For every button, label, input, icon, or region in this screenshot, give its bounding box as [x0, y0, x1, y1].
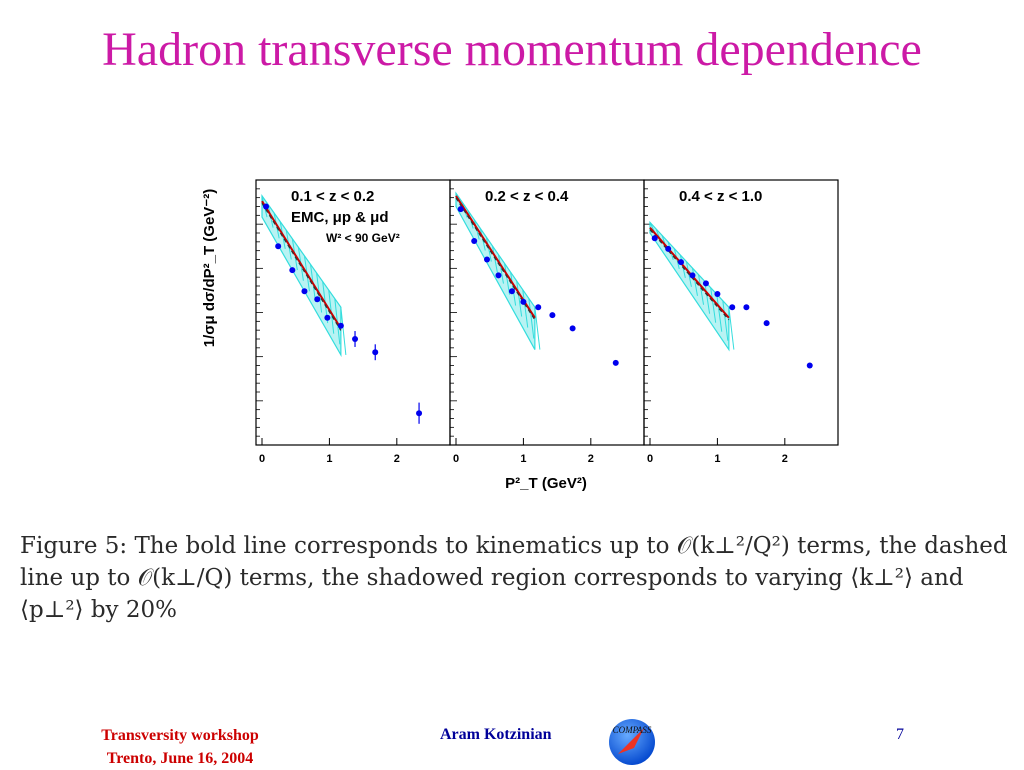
data-point — [508, 288, 515, 295]
data-point — [549, 312, 556, 319]
x-tick-label: 0 — [453, 453, 459, 465]
panel-frame — [449, 179, 645, 446]
logo-text: COMPASS — [613, 725, 652, 735]
data-point — [743, 304, 750, 311]
y-axis-label: 1/σμ dσ/dP²_T (GeV⁻²) — [201, 189, 218, 347]
data-point — [457, 206, 464, 213]
footer-event-name: Transversity workshop — [101, 727, 259, 744]
figure-panels: 1/σμ dσ/dP²_T (GeV⁻²) P²_T (GeV²) 0 1 2 0.1… — [201, 179, 839, 492]
x-tick-label: 0 — [259, 453, 265, 465]
data-point — [324, 314, 331, 321]
band-hatch — [716, 294, 723, 332]
x-tick-label: 1 — [520, 453, 526, 465]
x-axis-label: P²_T (GeV²) — [505, 475, 587, 492]
footer-event: Transversity workshop Trento, June 16, 2… — [60, 724, 300, 770]
panel-title: 0.2 < z < 0.4 — [485, 188, 569, 205]
dashed-line — [649, 229, 730, 321]
x-tick-label: 0 — [647, 453, 653, 465]
band-hatch — [728, 307, 735, 350]
band-hatch — [516, 280, 523, 317]
band-hatch — [710, 287, 717, 323]
uncertainty-band — [649, 220, 730, 352]
data-point — [495, 272, 502, 279]
x-tick-label: 1 — [714, 453, 720, 465]
band-hatch — [528, 298, 535, 339]
band-hatch — [698, 274, 705, 305]
data-point — [352, 336, 359, 342]
band-hatch — [704, 281, 711, 314]
figure-caption: Figure 5: The bold line corresponds to k… — [20, 530, 1016, 626]
data-point — [314, 296, 321, 303]
data-point — [702, 280, 709, 287]
x-tick-label: 2 — [394, 453, 400, 465]
data-point — [535, 304, 542, 311]
caption-line-3: ⟨p⊥²⟩ by 20% — [20, 597, 177, 623]
footer-event-date: Trento, June 16, 2004 — [106, 750, 254, 767]
data-point — [729, 304, 736, 311]
uncertainty-band — [455, 191, 536, 350]
panel-title: 0.4 < z < 1.0 — [679, 188, 762, 205]
band-hatch — [722, 300, 729, 341]
data-point — [484, 256, 491, 263]
data-point — [289, 267, 296, 274]
data-point — [301, 288, 308, 295]
bold-line — [455, 195, 536, 319]
band-hatch — [534, 307, 541, 350]
data-point — [665, 245, 672, 252]
caption-line-2: line up to 𝒪(k⊥/Q) terms, the shadowed r… — [20, 565, 964, 591]
slide-title: Hadron transverse momentum dependence — [102, 23, 922, 76]
panel-annotation: W² < 90 GeV² — [326, 231, 400, 245]
panel-frame — [643, 179, 839, 446]
data-point — [416, 410, 423, 417]
band-hatch — [497, 254, 504, 284]
data-point — [714, 290, 721, 297]
band-hatch — [485, 236, 492, 262]
data-point — [263, 203, 270, 210]
bold-line — [649, 227, 730, 319]
footer-author: Aram Kotzinian — [440, 726, 552, 743]
caption-line-1: Figure 5: The bold line corresponds to k… — [20, 533, 1008, 559]
page-number: 7 — [896, 726, 904, 743]
data-point — [569, 325, 576, 332]
x-tick-label: 2 — [588, 453, 594, 465]
dashed-line — [261, 202, 342, 331]
data-point — [651, 235, 658, 242]
data-point — [689, 272, 696, 279]
data-point — [806, 362, 813, 369]
panel-annotation: EMC, μp & μd — [291, 209, 389, 226]
compass-logo-icon: COMPASS — [609, 719, 655, 765]
band-hatch — [522, 289, 529, 328]
data-point — [275, 243, 282, 250]
band-hatch — [504, 263, 511, 295]
data-point — [337, 322, 344, 329]
data-point — [372, 349, 379, 356]
bold-line — [261, 200, 342, 329]
x-tick-label: 2 — [782, 453, 788, 465]
data-point — [471, 237, 478, 244]
x-tick-label: 1 — [326, 453, 332, 465]
data-point — [612, 359, 619, 366]
data-point — [520, 298, 527, 305]
panel-title: 0.1 < z < 0.2 — [291, 188, 374, 205]
band-hatch — [340, 307, 347, 355]
data-point — [763, 320, 770, 327]
data-point — [678, 259, 685, 266]
